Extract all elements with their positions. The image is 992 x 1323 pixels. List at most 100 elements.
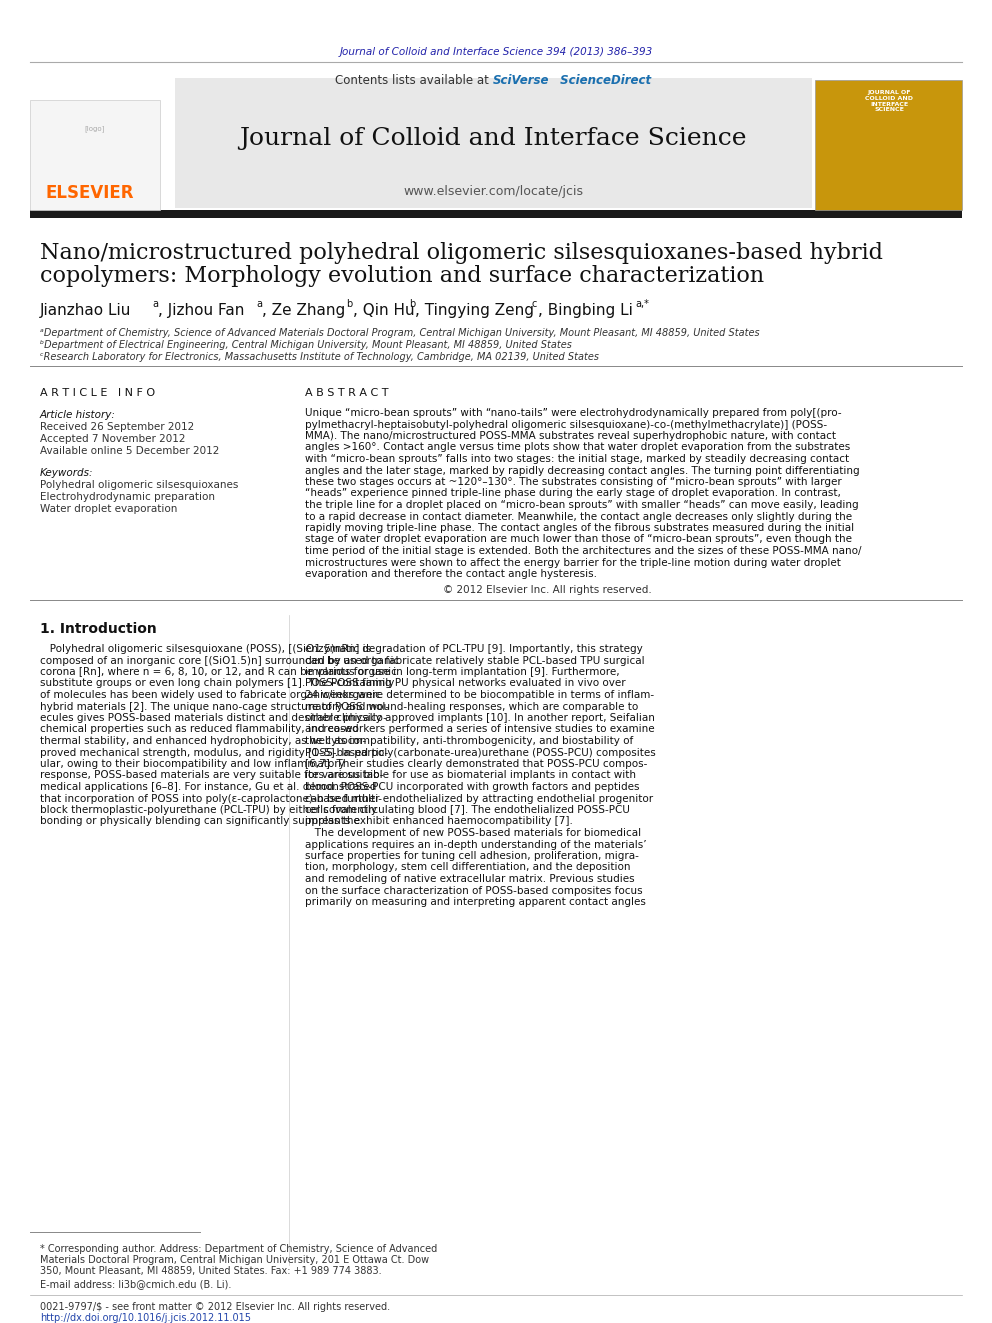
Text: with “micro-bean sprouts” falls into two stages: the initial stage, marked by st: with “micro-bean sprouts” falls into two… <box>305 454 849 464</box>
Text: Nano/microstructured polyhedral oligomeric silsesquioxanes-based hybrid: Nano/microstructured polyhedral oligomer… <box>40 242 883 265</box>
Text: angles and the later stage, marked by rapidly decreasing contact angles. The tur: angles and the later stage, marked by ra… <box>305 466 860 475</box>
Text: , Tingying Zeng: , Tingying Zeng <box>415 303 534 318</box>
Text: ites are suitable for use as biomaterial implants in contact with: ites are suitable for use as biomaterial… <box>305 770 636 781</box>
Text: Polyhedral oligomeric silsesquioxanes: Polyhedral oligomeric silsesquioxanes <box>40 480 238 490</box>
Text: hybrid materials [2]. The unique nano-cage structure of POSS mol-: hybrid materials [2]. The unique nano-ca… <box>40 701 389 712</box>
Text: response, POSS-based materials are very suitable for various bio-: response, POSS-based materials are very … <box>40 770 384 781</box>
Text: ular, owing to their biocompatibility and low inflammatory: ular, owing to their biocompatibility an… <box>40 759 345 769</box>
Text: copolymers: Morphology evolution and surface characterization: copolymers: Morphology evolution and sur… <box>40 265 764 287</box>
Text: ELSEVIER: ELSEVIER <box>46 184 134 202</box>
Text: can be further endothelialized by attracting endothelial progenitor: can be further endothelialized by attrac… <box>305 794 653 803</box>
Text: 24 weeks were determined to be biocompatible in terms of inflam-: 24 weeks were determined to be biocompat… <box>305 691 654 700</box>
FancyBboxPatch shape <box>30 101 160 210</box>
Text: POSS-based poly(carbonate-urea)urethane (POSS-PCU) composites: POSS-based poly(carbonate-urea)urethane … <box>305 747 656 758</box>
Text: Unique “micro-bean sprouts” with “nano-tails” were electrohydrodynamically prepa: Unique “micro-bean sprouts” with “nano-t… <box>305 407 841 418</box>
Text: , Jizhou Fan: , Jizhou Fan <box>158 303 244 318</box>
Text: a: a <box>256 299 262 310</box>
Text: primarily on measuring and interpreting apparent contact angles: primarily on measuring and interpreting … <box>305 897 646 908</box>
Text: ScienceDirect: ScienceDirect <box>556 74 651 86</box>
Text: “heads” experience pinned triple-line phase during the early stage of droplet ev: “heads” experience pinned triple-line ph… <box>305 488 841 499</box>
Text: stage of water droplet evaporation are much lower than those of “micro-bean spro: stage of water droplet evaporation are m… <box>305 534 852 545</box>
Text: 1. Introduction: 1. Introduction <box>40 622 157 636</box>
Text: block thermoplastic-polyurethane (PCL-TPU) by either covalently: block thermoplastic-polyurethane (PCL-TP… <box>40 804 377 815</box>
Text: matory and wound-healing responses, which are comparable to: matory and wound-healing responses, whic… <box>305 701 638 712</box>
Text: a: a <box>152 299 158 310</box>
Text: time period of the initial stage is extended. Both the architectures and the siz: time period of the initial stage is exte… <box>305 546 861 556</box>
Text: A B S T R A C T: A B S T R A C T <box>305 388 389 398</box>
Text: the triple line for a droplet placed on “micro-bean sprouts” with smaller “heads: the triple line for a droplet placed on … <box>305 500 859 509</box>
Text: http://dx.doi.org/10.1016/j.jcis.2012.11.015: http://dx.doi.org/10.1016/j.jcis.2012.11… <box>40 1312 251 1323</box>
Text: SciVerse: SciVerse <box>493 74 550 86</box>
Text: that incorporation of POSS into poly(ε-caprolactone)-based multi-: that incorporation of POSS into poly(ε-c… <box>40 794 382 803</box>
Text: to a rapid decrease in contact diameter. Meanwhile, the contact angle decreases : to a rapid decrease in contact diameter.… <box>305 512 852 521</box>
Text: Accepted 7 November 2012: Accepted 7 November 2012 <box>40 434 186 445</box>
Text: E-mail address: li3b@cmich.edu (B. Li).: E-mail address: li3b@cmich.edu (B. Li). <box>40 1279 231 1289</box>
Text: evaporation and therefore the contact angle hysteresis.: evaporation and therefore the contact an… <box>305 569 597 579</box>
Text: 0021-9797/$ - see front matter © 2012 Elsevier Inc. All rights reserved.: 0021-9797/$ - see front matter © 2012 El… <box>40 1302 390 1312</box>
Text: [6,7]. Their studies clearly demonstrated that POSS-PCU compos-: [6,7]. Their studies clearly demonstrate… <box>305 759 648 769</box>
Text: composed of an inorganic core [(SiO1.5)n] surrounded by an organic: composed of an inorganic core [(SiO1.5)n… <box>40 655 399 665</box>
Text: * Corresponding author. Address: Department of Chemistry, Science of Advanced: * Corresponding author. Address: Departm… <box>40 1244 437 1254</box>
Text: Article history:: Article history: <box>40 410 116 419</box>
Text: blood. POSS-PCU incorporated with growth factors and peptides: blood. POSS-PCU incorporated with growth… <box>305 782 640 792</box>
Text: , Ze Zhang: , Ze Zhang <box>262 303 345 318</box>
Text: these two stages occurs at ~120°–130°. The substrates consisting of “micro-bean : these two stages occurs at ~120°–130°. T… <box>305 478 842 487</box>
Text: proved mechanical strength, modulus, and rigidity [1–5]. In partic-: proved mechanical strength, modulus, and… <box>40 747 388 758</box>
Text: the cytocompatibility, anti-thrombogenicity, and biostability of: the cytocompatibility, anti-thrombogenic… <box>305 736 633 746</box>
Text: chemical properties such as reduced flammability, increased: chemical properties such as reduced flam… <box>40 725 359 734</box>
Text: cells from circulating blood [7]. The endothelialized POSS-PCU: cells from circulating blood [7]. The en… <box>305 804 630 815</box>
Text: angles >160°. Contact angle versus time plots show that water droplet evaporatio: angles >160°. Contact angle versus time … <box>305 442 850 452</box>
Text: substitute groups or even long chain polymers [1]. The POSS family: substitute groups or even long chain pol… <box>40 679 395 688</box>
Text: applications requires an in-depth understanding of the materials’: applications requires an in-depth unders… <box>305 840 647 849</box>
FancyBboxPatch shape <box>30 210 962 218</box>
Text: pylmethacryl-heptaisobutyl-polyhedral oligomeric silsesquioxane)-co-(methylmetha: pylmethacryl-heptaisobutyl-polyhedral ol… <box>305 419 827 430</box>
Text: POSS-containing PU physical networks evaluated in vivo over: POSS-containing PU physical networks eva… <box>305 679 626 688</box>
Text: implants exhibit enhanced haemocompatibility [7].: implants exhibit enhanced haemocompatibi… <box>305 816 572 827</box>
Text: A R T I C L E   I N F O: A R T I C L E I N F O <box>40 388 155 398</box>
Text: Polyhedral oligomeric silsesquioxane (POSS), [(SiO1.5)nRn] is: Polyhedral oligomeric silsesquioxane (PO… <box>40 644 371 654</box>
Text: Jianzhao Liu: Jianzhao Liu <box>40 303 131 318</box>
Text: rapidly moving triple-line phase. The contact angles of the fibrous substrates m: rapidly moving triple-line phase. The co… <box>305 523 854 533</box>
Text: www.elsevier.com/locate/jcis: www.elsevier.com/locate/jcis <box>403 185 583 198</box>
Text: Water droplet evaporation: Water droplet evaporation <box>40 504 178 515</box>
Text: can be used to fabricate relatively stable PCL-based TPU surgical: can be used to fabricate relatively stab… <box>305 655 645 665</box>
Text: on the surface characterization of POSS-based composites focus: on the surface characterization of POSS-… <box>305 885 643 896</box>
Text: enzymatic degradation of PCL-TPU [9]. Importantly, this strategy: enzymatic degradation of PCL-TPU [9]. Im… <box>305 644 643 654</box>
Text: Journal of Colloid and Interface Science: Journal of Colloid and Interface Science <box>239 127 747 149</box>
Text: surface properties for tuning cell adhesion, proliferation, migra-: surface properties for tuning cell adhes… <box>305 851 639 861</box>
Text: b: b <box>346 299 352 310</box>
Text: [logo]: [logo] <box>84 124 105 132</box>
Text: of molecules has been widely used to fabricate organic/inorganic: of molecules has been widely used to fab… <box>40 691 381 700</box>
FancyBboxPatch shape <box>815 79 962 210</box>
Text: The development of new POSS-based materials for biomedical: The development of new POSS-based materi… <box>305 828 641 837</box>
Text: b: b <box>409 299 416 310</box>
Text: Available online 5 December 2012: Available online 5 December 2012 <box>40 446 219 456</box>
Text: other clinically approved implants [10]. In another report, Seifalian: other clinically approved implants [10].… <box>305 713 655 722</box>
Text: microstructures were shown to affect the energy barrier for the triple-line moti: microstructures were shown to affect the… <box>305 557 841 568</box>
Text: and remodeling of native extracellular matrix. Previous studies: and remodeling of native extracellular m… <box>305 875 635 884</box>
Text: corona [Rn], where n = 6, 8, 10, or 12, and R can be various organic: corona [Rn], where n = 6, 8, 10, or 12, … <box>40 667 397 677</box>
Text: ᶜResearch Laboratory for Electronics, Massachusetts Institute of Technology, Cam: ᶜResearch Laboratory for Electronics, Ma… <box>40 352 599 363</box>
FancyBboxPatch shape <box>175 78 812 208</box>
Text: medical applications [6–8]. For instance, Gu et al. demonstrated: medical applications [6–8]. For instance… <box>40 782 376 792</box>
Text: Keywords:: Keywords: <box>40 468 93 478</box>
Text: Contents lists available at: Contents lists available at <box>335 74 493 86</box>
Text: bonding or physically blending can significantly suppress the: bonding or physically blending can signi… <box>40 816 360 827</box>
Text: a,*: a,* <box>635 299 649 310</box>
Text: c: c <box>532 299 538 310</box>
Text: © 2012 Elsevier Inc. All rights reserved.: © 2012 Elsevier Inc. All rights reserved… <box>443 585 652 595</box>
Text: , Bingbing Li: , Bingbing Li <box>538 303 633 318</box>
Text: MMA). The nano/microstructured POSS-MMA substrates reveal superhydrophobic natur: MMA). The nano/microstructured POSS-MMA … <box>305 431 836 441</box>
Text: Received 26 September 2012: Received 26 September 2012 <box>40 422 194 433</box>
Text: Materials Doctoral Program, Central Michigan University, 201 E Ottawa Ct. Dow: Materials Doctoral Program, Central Mich… <box>40 1256 430 1265</box>
Text: Electrohydrodynamic preparation: Electrohydrodynamic preparation <box>40 492 215 501</box>
Text: thermal stability, and enhanced hydrophobicity, as well as im-: thermal stability, and enhanced hydropho… <box>40 736 366 746</box>
Text: Journal of Colloid and Interface Science 394 (2013) 386–393: Journal of Colloid and Interface Science… <box>339 48 653 57</box>
Text: 350, Mount Pleasant, MI 48859, United States. Fax: +1 989 774 3883.: 350, Mount Pleasant, MI 48859, United St… <box>40 1266 382 1275</box>
Text: and co-workers performed a series of intensive studies to examine: and co-workers performed a series of int… <box>305 725 655 734</box>
Text: ecules gives POSS-based materials distinct and desirable physico-: ecules gives POSS-based materials distin… <box>40 713 387 722</box>
Text: ᵇDepartment of Electrical Engineering, Central Michigan University, Mount Pleasa: ᵇDepartment of Electrical Engineering, C… <box>40 340 571 351</box>
Text: implants for use in long-term implantation [9]. Furthermore,: implants for use in long-term implantati… <box>305 667 620 677</box>
Text: tion, morphology, stem cell differentiation, and the deposition: tion, morphology, stem cell differentiat… <box>305 863 631 872</box>
Text: JOURNAL OF
COLLOID AND
INTERFACE
SCIENCE: JOURNAL OF COLLOID AND INTERFACE SCIENCE <box>865 90 913 112</box>
